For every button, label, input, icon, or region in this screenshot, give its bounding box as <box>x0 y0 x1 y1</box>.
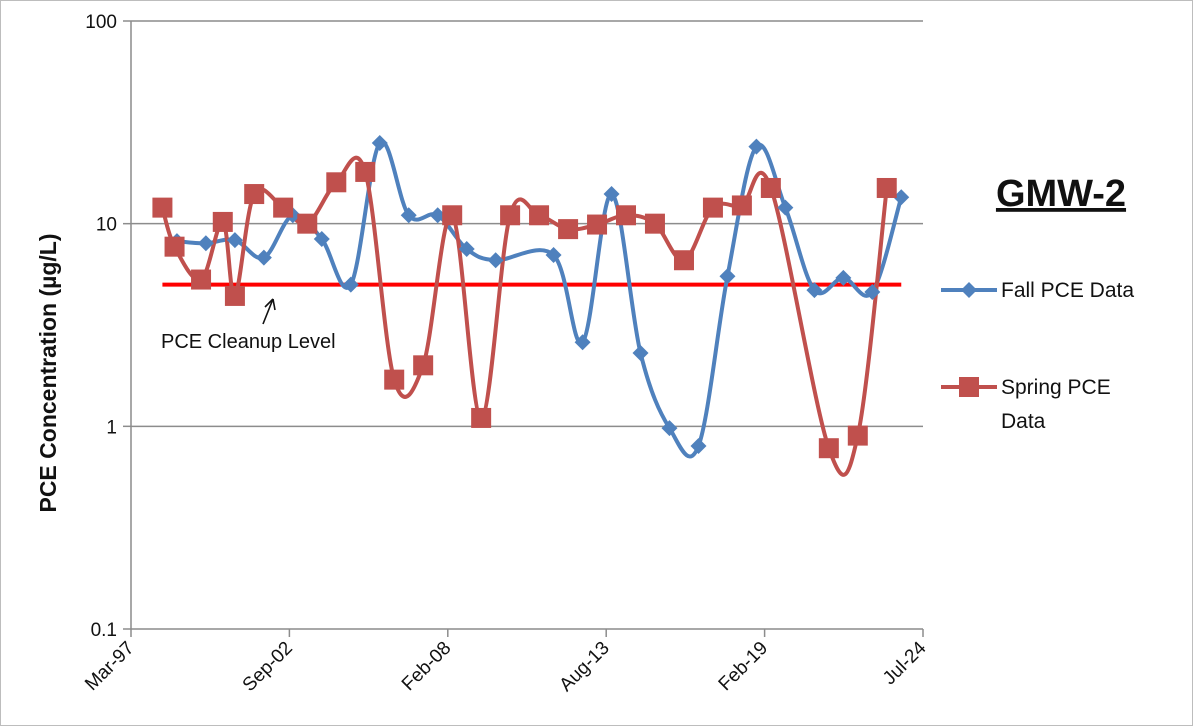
spring-point-11 <box>413 355 434 376</box>
x-tick-label-3: Aug-13 <box>556 638 614 696</box>
spring-point-17 <box>587 214 608 235</box>
fall-point-12 <box>545 247 562 264</box>
spring-point-21 <box>702 197 723 218</box>
spring-point-26 <box>876 177 897 198</box>
grid-lines <box>131 20 923 428</box>
spring-point-7 <box>297 213 318 234</box>
legend-fall-marker <box>961 282 977 298</box>
spring-point-4 <box>224 285 245 306</box>
spring-point-8 <box>326 172 347 193</box>
fall-point-11 <box>487 252 504 269</box>
fall-point-21 <box>806 282 823 299</box>
x-tick-label-2: Feb-08 <box>398 638 455 695</box>
legend-item-fall: Fall PCE Data <box>941 279 1134 302</box>
legend-spring-label: Spring PCE Data <box>1001 376 1111 433</box>
fall-point-6 <box>342 276 359 293</box>
x-tick-label-1: Sep-02 <box>239 638 297 696</box>
y-tick-label-3: 100 <box>85 12 117 33</box>
series-line-spring <box>160 155 889 477</box>
fall-point-15 <box>632 345 649 362</box>
spring-point-25 <box>847 425 868 446</box>
x-tick-label-0: Mar-97 <box>81 638 138 695</box>
spring-point-23 <box>760 177 781 198</box>
fall-point-13 <box>574 334 591 351</box>
fall-point-3 <box>255 249 272 266</box>
spring-point-14 <box>500 205 521 226</box>
fall-point-2 <box>226 232 243 249</box>
x-tick-label-4: Feb-19 <box>715 638 772 695</box>
spring-point-19 <box>644 213 665 234</box>
legend: Fall PCE Data Spring PCE Data <box>941 279 1134 433</box>
fall-point-24 <box>893 189 910 206</box>
fall-point-22 <box>835 269 852 286</box>
cleanup-level-label: PCE Cleanup Level <box>161 331 336 353</box>
spring-point-5 <box>244 184 265 205</box>
spring-point-24 <box>818 438 839 459</box>
fall-point-7 <box>371 135 388 152</box>
y-axis-title: PCE Concentration (µg/L) <box>35 233 61 512</box>
y-tick-label-2: 10 <box>96 215 117 236</box>
spring-point-10 <box>384 369 405 390</box>
spring-point-20 <box>673 250 694 271</box>
fall-point-9 <box>429 207 446 224</box>
fall-point-20 <box>777 199 794 216</box>
spring-point-15 <box>529 205 550 226</box>
spring-point-12 <box>442 205 463 226</box>
cleanup-level-arrow <box>262 298 276 325</box>
series-line-fall <box>174 139 904 459</box>
legend-item-spring: Spring PCE Data <box>941 376 1111 433</box>
chart-title: GMW-2 <box>996 173 1126 215</box>
fall-point-14 <box>603 186 620 203</box>
fall-point-18 <box>719 268 736 285</box>
fall-point-17 <box>690 437 707 454</box>
fall-point-5 <box>313 231 330 248</box>
fall-point-19 <box>748 138 765 155</box>
legend-spring-label-line-1: Spring PCE <box>1001 376 1111 399</box>
spring-point-9 <box>355 161 376 182</box>
x-tick-label-5: Jul-24 <box>879 637 931 689</box>
spring-point-2 <box>191 269 212 290</box>
fall-point-16 <box>661 420 678 437</box>
spring-point-0 <box>152 197 173 218</box>
spring-point-22 <box>731 195 752 216</box>
axes: 0.1 1 10 100 Mar-97 Sep-02 Feb-08 Aug-13 Feb-19 J… <box>81 12 931 696</box>
series-layer <box>152 135 910 477</box>
y-tick-label-1: 1 <box>106 417 117 438</box>
spring-point-6 <box>273 197 294 218</box>
legend-spring-marker <box>959 377 979 397</box>
legend-spring-label-line-2: Data <box>1001 410 1046 433</box>
fall-point-8 <box>400 207 417 224</box>
fall-point-1 <box>197 235 214 252</box>
fall-point-10 <box>458 240 475 257</box>
spring-point-13 <box>471 407 492 428</box>
legend-fall-label: Fall PCE Data <box>1001 279 1134 302</box>
spring-point-18 <box>616 205 636 226</box>
fall-point-23 <box>864 284 881 301</box>
spring-point-16 <box>558 219 579 240</box>
labels-layer: PCE Concentration (µg/L) GMW-2 Fall PCE … <box>35 173 1134 513</box>
spring-point-3 <box>212 211 233 232</box>
y-tick-label-0: 0.1 <box>91 620 117 641</box>
spring-point-1 <box>164 236 185 257</box>
